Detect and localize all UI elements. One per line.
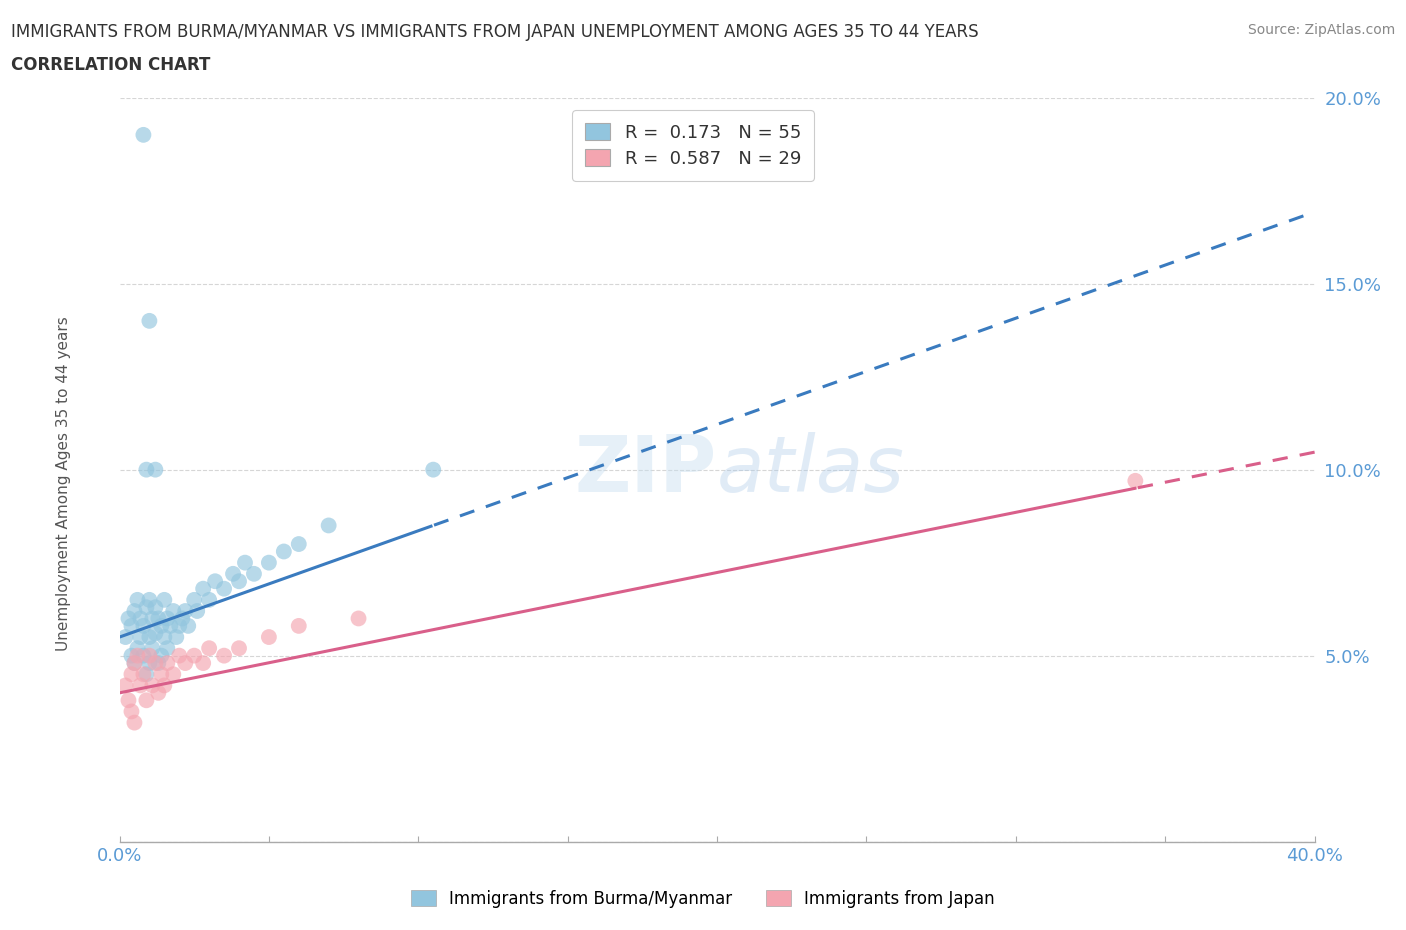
Point — [169, 648, 191, 663]
Legend: R =  0.173   N = 55, R =  0.587   N = 29: R = 0.173 N = 55, R = 0.587 N = 29 — [572, 111, 814, 180]
Point — [135, 693, 157, 708]
Point — [228, 574, 250, 589]
Point — [172, 611, 194, 626]
Text: ZIP: ZIP — [575, 432, 717, 508]
Point — [127, 641, 149, 656]
Point — [132, 648, 155, 663]
Point — [150, 667, 173, 682]
Point — [117, 693, 139, 708]
Point — [121, 704, 143, 719]
Point — [148, 611, 170, 626]
Point — [257, 555, 280, 570]
Point — [156, 641, 179, 656]
Point — [132, 127, 155, 142]
Point — [174, 604, 197, 618]
Legend: Immigrants from Burma/Myanmar, Immigrants from Japan: Immigrants from Burma/Myanmar, Immigrant… — [405, 883, 1001, 914]
Point — [159, 618, 181, 633]
Point — [162, 667, 184, 682]
Point — [138, 630, 160, 644]
Point — [198, 641, 221, 656]
Point — [132, 667, 155, 682]
Point — [127, 648, 149, 663]
Point — [156, 656, 179, 671]
Point — [117, 611, 139, 626]
Point — [233, 555, 256, 570]
Point — [318, 518, 340, 533]
Point — [138, 656, 160, 671]
Point — [135, 667, 157, 682]
Point — [129, 611, 152, 626]
Point — [148, 685, 170, 700]
Text: atlas: atlas — [717, 432, 905, 508]
Point — [169, 618, 191, 633]
Point — [145, 656, 166, 671]
Point — [141, 611, 163, 626]
Point — [124, 656, 146, 671]
Text: IMMIGRANTS FROM BURMA/MYANMAR VS IMMIGRANTS FROM JAPAN UNEMPLOYMENT AMONG AGES 3: IMMIGRANTS FROM BURMA/MYANMAR VS IMMIGRA… — [11, 23, 979, 41]
Point — [288, 537, 311, 551]
Point — [183, 592, 205, 607]
Point — [198, 592, 221, 607]
Point — [347, 611, 370, 626]
Point — [114, 630, 136, 644]
Point — [127, 592, 149, 607]
Point — [145, 600, 166, 615]
Point — [204, 574, 226, 589]
Text: Unemployment Among Ages 35 to 44 years: Unemployment Among Ages 35 to 44 years — [56, 316, 70, 651]
Point — [138, 313, 160, 328]
Point — [162, 604, 184, 618]
Point — [228, 641, 250, 656]
Point — [121, 618, 143, 633]
Point — [141, 678, 163, 693]
Text: Source: ZipAtlas.com: Source: ZipAtlas.com — [1247, 23, 1395, 37]
Point — [124, 715, 146, 730]
Point — [150, 618, 173, 633]
Point — [141, 641, 163, 656]
Text: CORRELATION CHART: CORRELATION CHART — [11, 56, 211, 73]
Point — [114, 678, 136, 693]
Point — [177, 618, 200, 633]
Point — [257, 630, 280, 644]
Point — [145, 462, 166, 477]
Point — [243, 566, 266, 581]
Point — [186, 604, 208, 618]
Point — [145, 626, 166, 641]
Point — [183, 648, 205, 663]
Point — [273, 544, 295, 559]
Point — [191, 656, 215, 671]
Point — [165, 630, 187, 644]
Point — [132, 618, 155, 633]
Point — [222, 566, 245, 581]
Point — [138, 592, 160, 607]
Point — [212, 648, 235, 663]
Point — [138, 648, 160, 663]
Point — [121, 667, 143, 682]
Point — [135, 600, 157, 615]
Point — [174, 656, 197, 671]
Point — [135, 462, 157, 477]
Point — [124, 656, 146, 671]
Point — [153, 630, 176, 644]
Point — [124, 604, 146, 618]
Point — [212, 581, 235, 596]
Point — [148, 656, 170, 671]
Point — [191, 581, 215, 596]
Point — [121, 648, 143, 663]
Point — [422, 462, 444, 477]
Point — [288, 618, 311, 633]
Point — [129, 678, 152, 693]
Point — [129, 630, 152, 644]
Point — [1125, 473, 1147, 488]
Point — [150, 648, 173, 663]
Point — [153, 592, 176, 607]
Point — [153, 678, 176, 693]
Point — [156, 611, 179, 626]
